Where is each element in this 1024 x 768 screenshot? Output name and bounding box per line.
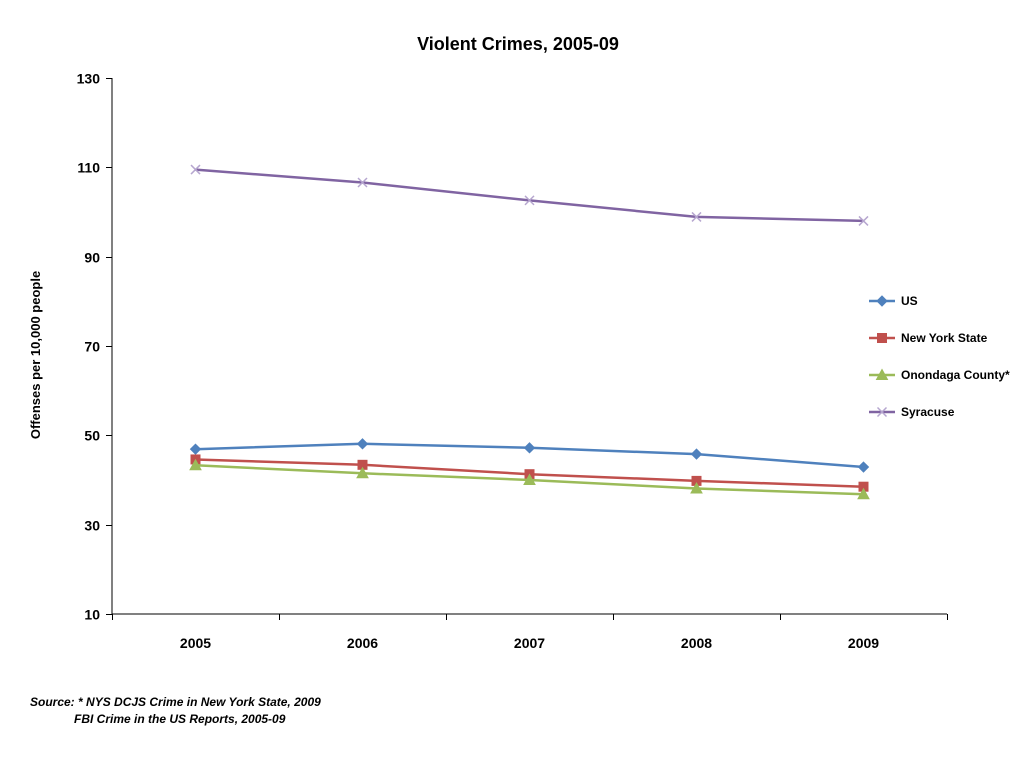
data-point-us [189,443,202,455]
data-point-us [356,438,369,450]
data-point-onondaga-county [189,458,202,471]
data-point-syracuse [524,195,535,206]
legend-item-onondaga-county: Onondaga County* [869,368,1010,382]
data-point-us [690,448,703,460]
legend-item-us: US [869,294,918,308]
series-syracuse [190,164,869,226]
legend-marker [876,406,888,418]
data-point-us [857,461,870,473]
y-tick-label: 90 [84,250,100,266]
data-point-onondaga-county [356,466,369,479]
source-note: Source: * NYS DCJS Crime in New York Sta… [30,694,321,728]
data-point-onondaga-county [857,487,870,500]
legend-item-syracuse: Syracuse [869,405,955,419]
legend-label: New York State [901,331,988,345]
axes: 10 30 50 70 90 110 130 2005 2006 2007 2008 2009 [77,71,948,651]
data-point-onondaga-county [690,481,703,494]
source-star: * [78,695,83,709]
x-tick-label: 2006 [347,635,378,651]
y-tick-label: 110 [77,160,100,176]
data-point-syracuse [691,211,702,222]
data-point-syracuse [357,177,368,188]
series-onondaga-county [189,458,870,500]
legend-label: Onondaga County* [901,368,1010,382]
legend-item-new-york-state: New York State [869,331,988,345]
source-line-2: FBI Crime in the US Reports, 2005-09 [74,712,286,726]
legend: US New York State Onondaga County* Syracuse [869,294,1010,419]
data-point-onondaga-county [523,473,536,485]
y-tick-label: 10 [84,607,100,623]
legend-marker [876,295,888,307]
chart-title: Violent Crimes, 2005-09 [417,34,619,54]
y-tick-label: 70 [84,339,100,355]
data-point-syracuse [858,215,869,226]
legend-marker [875,368,889,380]
x-tick-label: 2005 [180,635,211,651]
y-axis-title: Offenses per 10,000 people [28,271,43,439]
source-line-1: NYS DCJS Crime in New York State, 2009 [82,695,321,709]
y-tick-label: 50 [84,428,100,444]
series-line-syracuse [195,168,864,223]
series-layer [189,164,870,500]
legend-marker [877,333,887,343]
data-point-syracuse [190,164,201,175]
x-tick-label: 2007 [514,635,545,651]
legend-label: US [901,294,918,308]
data-point-us [523,442,536,454]
x-tick-label: 2008 [681,635,712,651]
y-tick-label: 130 [77,71,101,87]
y-tick-label: 30 [84,518,100,534]
x-tick-label: 2009 [848,635,879,651]
legend-label: Syracuse [901,405,955,419]
source-prefix: Source: [30,695,75,709]
series-us [189,438,870,473]
